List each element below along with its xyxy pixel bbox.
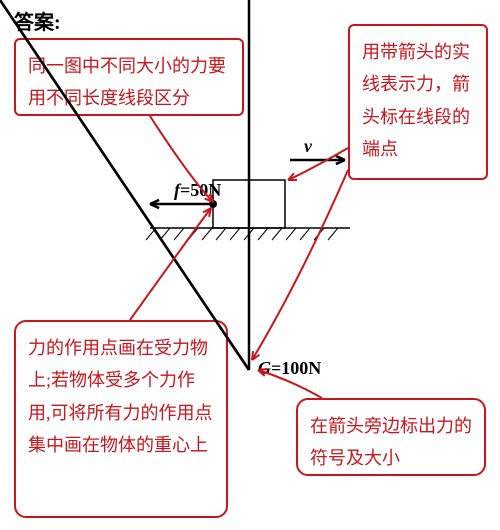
- diagram-svg: [0, 0, 500, 530]
